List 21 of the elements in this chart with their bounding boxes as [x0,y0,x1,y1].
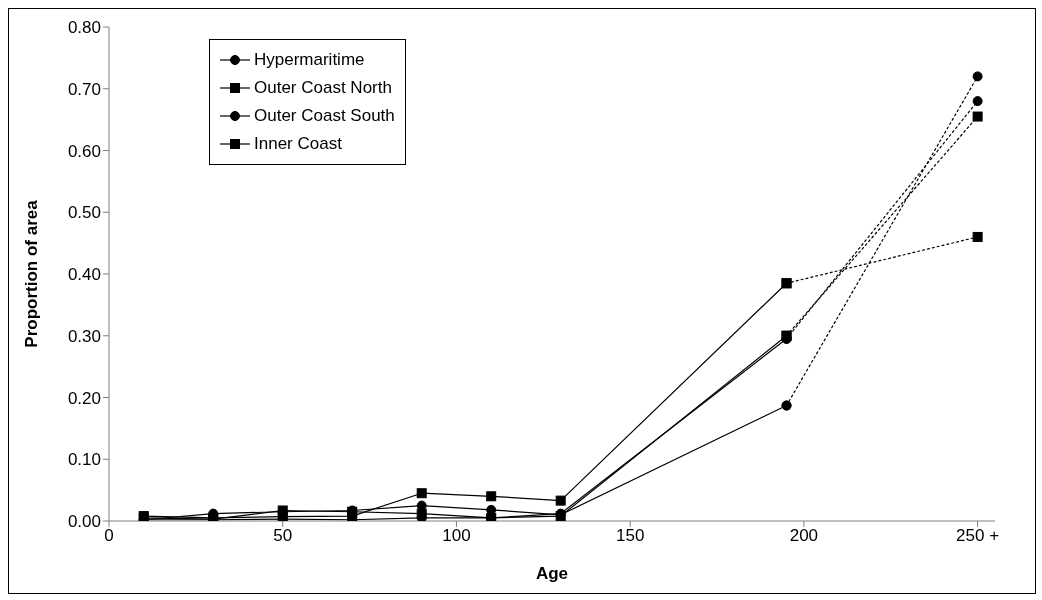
y-tick-label: 0.60 [67,141,101,161]
x-tick-label: 250 + [956,526,1000,546]
y-tick-label: 0.30 [67,326,101,346]
x-tick-label: 150 [615,526,645,546]
x-tick-label: 50 [273,526,293,546]
legend-label: Hypermaritime [254,50,365,70]
x-tick-label: 200 [789,526,819,546]
y-tick-label: 0.10 [67,450,101,470]
x-tick-label: 0 [104,526,114,546]
y-tick-label: 0.00 [67,512,101,532]
y-tick-label: 0.40 [67,265,101,285]
legend-label: Outer Coast North [254,78,392,98]
legend-label: Inner Coast [254,134,342,154]
y-tick-label: 0.80 [67,18,101,38]
y-tick-label: 0.50 [67,203,101,223]
x-axis-title: Age [535,564,569,583]
x-tick-label: 100 [442,526,471,546]
y-axis-title: Proportion of area [22,199,42,348]
y-tick-label: 0.70 [67,79,101,99]
y-tick-label: 0.20 [67,388,101,408]
legend-label: Outer Coast South [254,106,395,126]
